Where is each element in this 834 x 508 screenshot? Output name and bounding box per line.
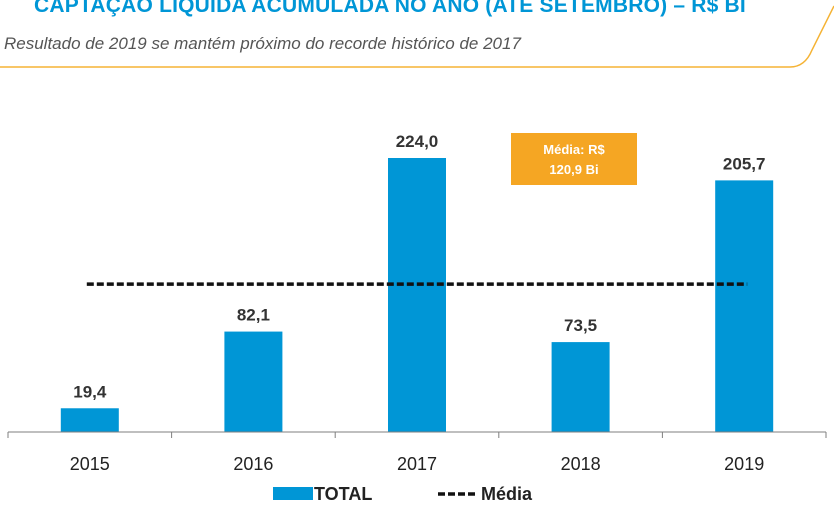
bar-2016: [224, 331, 283, 432]
tick-labels-group: 19,4 2015 82,1 2016 224,0 2017 73,5 2018 205,7 20…: [70, 132, 766, 474]
tick-label-2015: 2015: [70, 454, 110, 474]
average-callout: Média: R$ 120,9 Bi: [511, 133, 637, 185]
data-label-2016: 82,1: [237, 306, 270, 325]
bar-2019: [715, 180, 774, 432]
bar-2018: [551, 342, 610, 432]
tick-label-2019: 2019: [724, 454, 764, 474]
legend-label-total: TOTAL: [314, 484, 372, 504]
callout-box: [511, 133, 637, 185]
tick-label-2017: 2017: [397, 454, 437, 474]
data-label-2015: 19,4: [73, 382, 107, 401]
bar-2017: [388, 158, 446, 432]
x-axis-ticks: [7, 432, 827, 438]
page-subtitle: Resultado de 2019 se mantém próximo do r…: [4, 34, 521, 53]
legend: TOTAL Média: [273, 484, 533, 504]
callout-line-2: 120,9 Bi: [549, 162, 598, 177]
tick-label-2016: 2016: [233, 454, 273, 474]
bars-group: [60, 158, 774, 432]
page-title: CAPTAÇÃO LÍQUIDA ACUMULADA NO ANO (ATÉ S…: [34, 0, 746, 17]
header-decoration: [0, 5, 834, 68]
data-label-2019: 205,7: [723, 154, 766, 173]
data-label-2018: 73,5: [564, 316, 597, 335]
bar-2015: [60, 408, 119, 432]
data-label-2017: 224,0: [396, 132, 439, 151]
legend-label-media: Média: [481, 484, 533, 504]
callout-line-1: Média: R$: [543, 142, 605, 157]
legend-swatch-total: [273, 487, 313, 500]
tick-label-2018: 2018: [561, 454, 601, 474]
